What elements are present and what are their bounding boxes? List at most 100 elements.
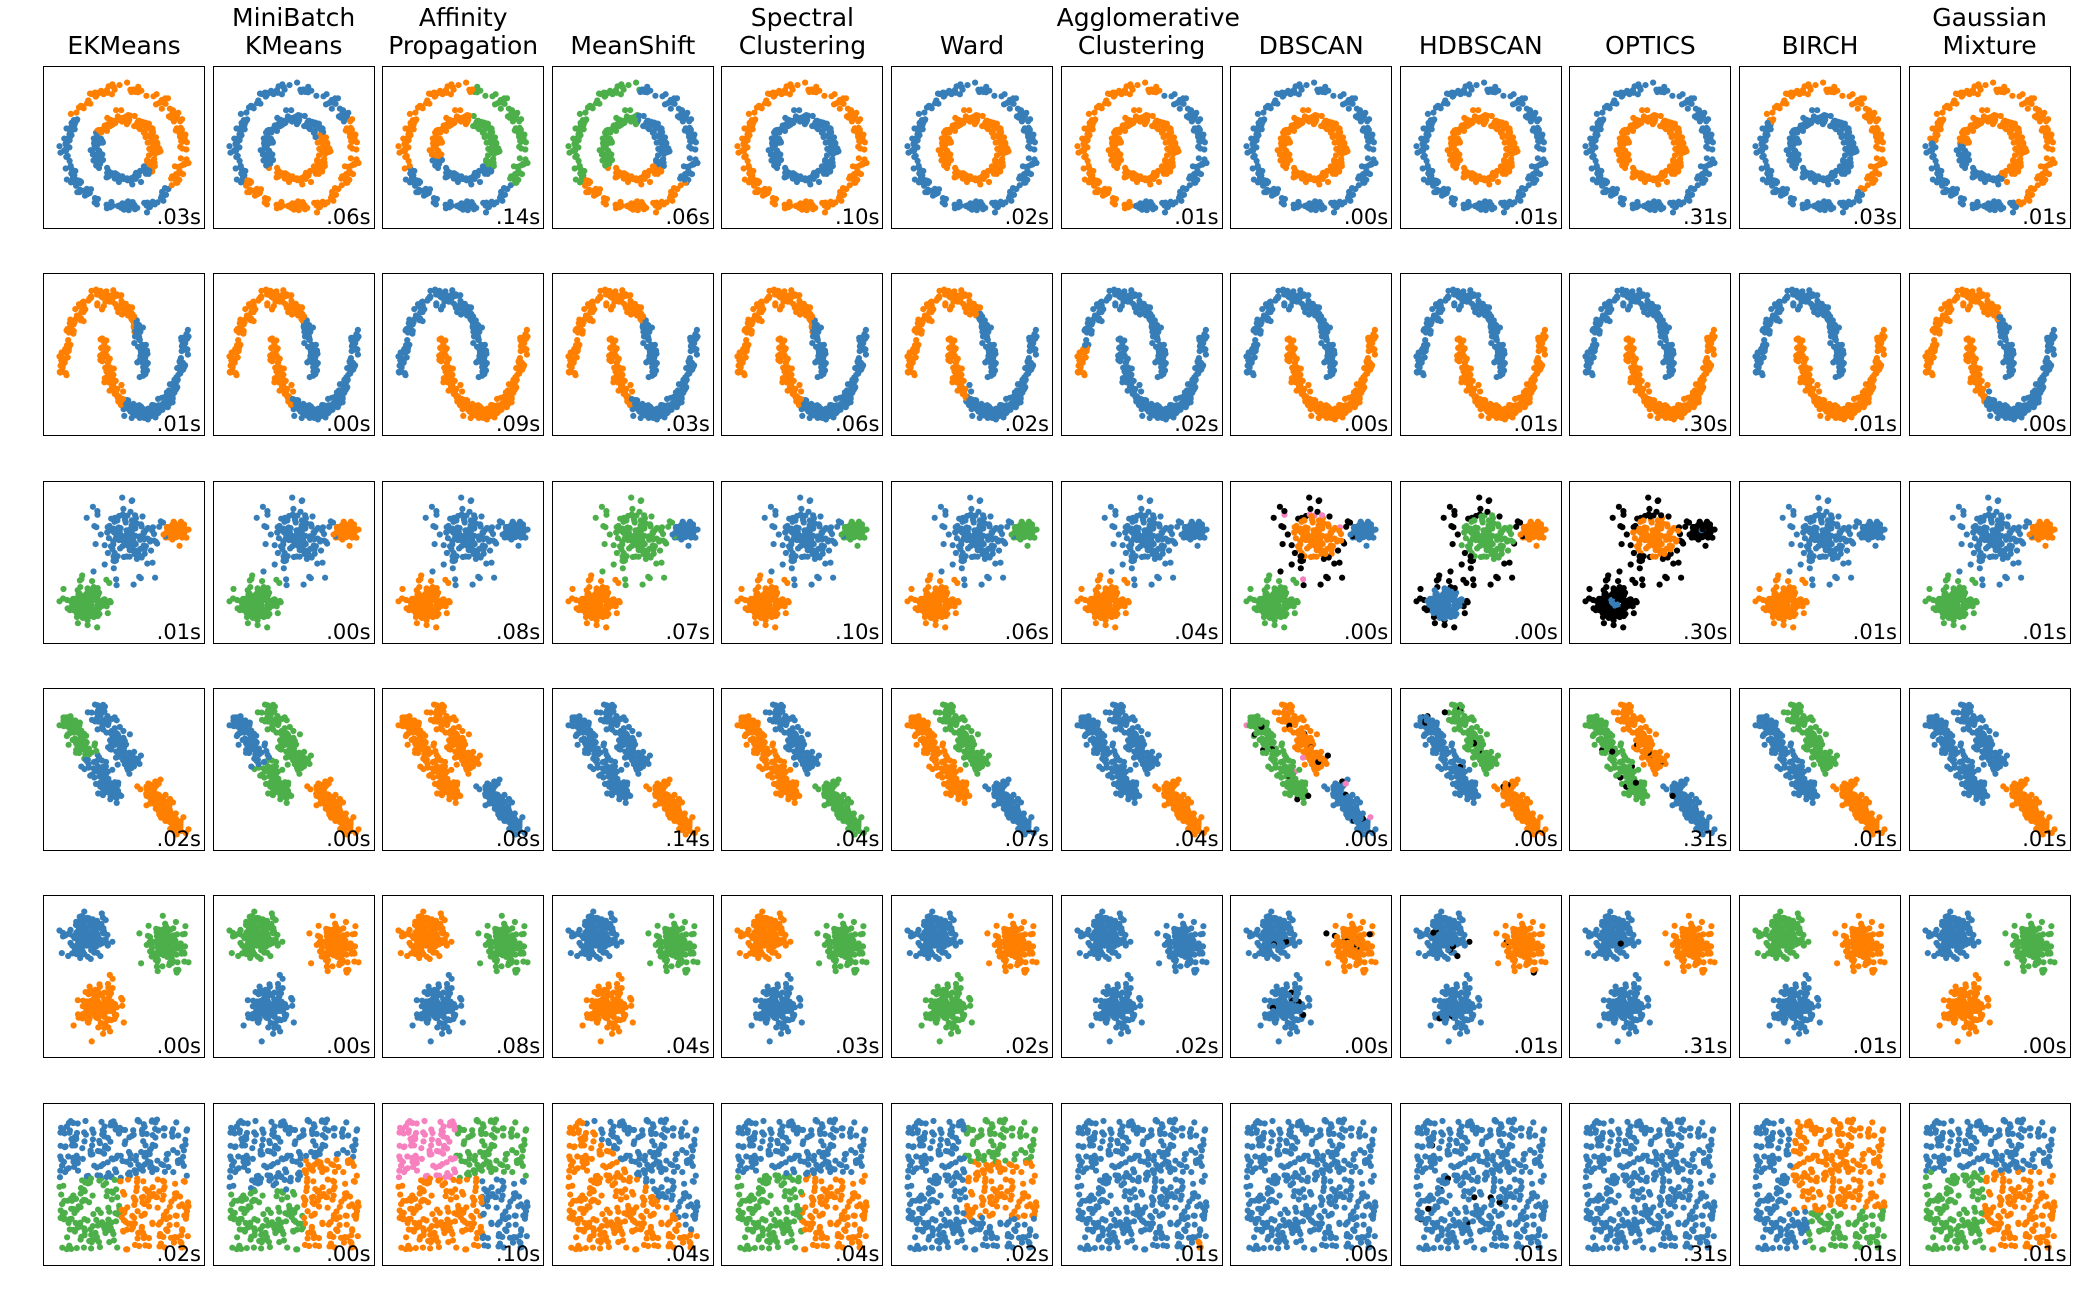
point	[238, 119, 245, 126]
point	[408, 169, 416, 177]
point	[1078, 135, 1085, 142]
point	[655, 138, 663, 145]
point	[1611, 97, 1618, 104]
point	[524, 159, 531, 167]
point	[56, 143, 63, 150]
point	[785, 204, 792, 211]
point	[934, 90, 942, 97]
point	[1468, 86, 1475, 93]
timing-label: .02s	[1005, 206, 1049, 228]
point	[1789, 144, 1796, 151]
point	[1633, 204, 1640, 211]
point	[154, 199, 161, 206]
point	[1286, 139, 1294, 146]
point	[979, 112, 986, 120]
point	[402, 140, 409, 147]
point	[1345, 194, 1352, 201]
point	[1202, 159, 1210, 167]
point	[604, 126, 611, 134]
point	[273, 127, 280, 134]
point	[1424, 162, 1431, 169]
point	[1850, 199, 1857, 206]
point	[635, 112, 643, 119]
scatter-plot	[1582, 79, 1718, 216]
point	[1133, 82, 1141, 89]
point	[1282, 161, 1289, 168]
point	[1441, 97, 1449, 104]
point	[921, 109, 928, 116]
point	[287, 107, 294, 114]
point	[632, 121, 639, 128]
point	[452, 107, 459, 114]
point	[1091, 117, 1098, 124]
point	[1873, 143, 1880, 150]
point	[1633, 123, 1640, 130]
point	[1494, 87, 1502, 94]
point	[342, 171, 349, 178]
point	[1664, 87, 1671, 94]
point	[1319, 175, 1326, 182]
column-title-line	[1396, 4, 1566, 32]
point	[1367, 171, 1374, 178]
point	[1341, 199, 1348, 206]
point	[1604, 179, 1611, 186]
point	[914, 157, 921, 164]
point	[74, 189, 81, 196]
column-title-line: HDBSCAN	[1396, 32, 1566, 60]
point	[816, 87, 823, 94]
point	[348, 138, 355, 145]
point	[599, 157, 606, 164]
point	[1789, 92, 1796, 99]
point	[1873, 155, 1880, 162]
point	[1830, 204, 1837, 211]
point	[435, 152, 442, 160]
point	[1329, 134, 1336, 141]
point	[1196, 116, 1203, 123]
point	[313, 202, 320, 209]
point	[1673, 138, 1680, 145]
point	[980, 169, 988, 176]
point	[943, 126, 950, 134]
point	[1841, 152, 1849, 159]
point	[173, 125, 180, 132]
point	[1500, 122, 1507, 129]
column-title-line: DBSCAN	[1226, 32, 1396, 60]
point	[663, 199, 670, 206]
point	[328, 188, 335, 195]
point	[1791, 161, 1798, 168]
point	[1453, 152, 1460, 160]
point	[989, 168, 997, 175]
point	[1604, 102, 1611, 109]
point	[811, 169, 818, 176]
point	[1423, 157, 1430, 164]
point	[1080, 140, 1087, 147]
point	[1122, 89, 1129, 96]
point	[443, 89, 450, 96]
point	[1194, 143, 1201, 150]
point	[67, 162, 74, 169]
point	[837, 188, 844, 195]
point	[1104, 90, 1111, 97]
point	[816, 178, 823, 186]
point	[1657, 112, 1665, 120]
point	[748, 169, 755, 177]
point	[1803, 116, 1810, 123]
point	[774, 126, 781, 134]
point	[1500, 202, 1507, 209]
point	[978, 86, 985, 93]
point	[752, 117, 759, 124]
point	[1110, 92, 1118, 99]
point	[1314, 112, 1321, 119]
point	[626, 107, 634, 114]
timing-label: .01s	[1513, 206, 1557, 228]
point	[463, 79, 470, 86]
point	[1362, 109, 1369, 116]
point	[489, 93, 496, 100]
point	[1535, 116, 1542, 123]
point	[421, 190, 429, 197]
point	[1346, 188, 1353, 195]
point	[405, 131, 412, 138]
point	[93, 144, 100, 151]
point	[1499, 134, 1506, 141]
point	[492, 134, 499, 141]
